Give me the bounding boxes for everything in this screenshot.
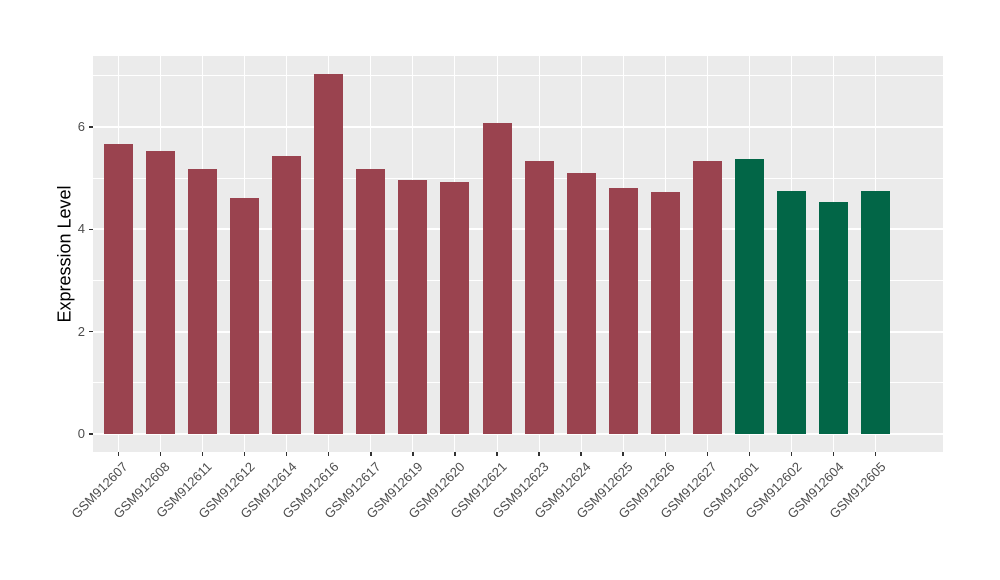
y-tick-label: 0 [77, 426, 85, 441]
bar-GSM912619 [398, 180, 428, 434]
y-tick-label: 2 [77, 323, 85, 339]
gridline-major [93, 228, 943, 231]
y-tick-mark [89, 228, 93, 231]
y-axis-label: Expression Level [54, 185, 75, 323]
bar-GSM912605 [861, 190, 891, 434]
x-tick-mark [243, 452, 246, 456]
x-tick-mark [748, 452, 751, 456]
bar-GSM912616 [314, 74, 344, 434]
gridline-minor [93, 177, 943, 179]
x-tick-mark [874, 452, 877, 456]
gridline-minor [93, 280, 943, 281]
y-tick-mark [89, 330, 93, 333]
x-tick-mark [832, 452, 835, 456]
x-tick-mark [790, 452, 793, 456]
bar-GSM912627 [692, 160, 722, 434]
gridline-major [93, 433, 943, 435]
gridline-major [93, 126, 943, 129]
bar-GSM912621 [482, 123, 512, 434]
bar-GSM912624 [566, 172, 596, 434]
x-tick-mark [159, 452, 162, 456]
bar-GSM912625 [608, 187, 638, 434]
x-tick-mark [580, 452, 582, 456]
bar-GSM912601 [734, 158, 764, 434]
y-tick-mark [89, 126, 93, 128]
bar-GSM912617 [356, 169, 386, 434]
x-tick-mark [706, 452, 709, 456]
y-tick-label: 6 [77, 119, 85, 135]
x-tick-mark [327, 452, 330, 456]
x-tick-mark [496, 452, 498, 456]
x-tick-mark [412, 452, 414, 456]
bar-GSM912626 [650, 191, 680, 434]
gridline-minor [93, 382, 943, 384]
x-tick-mark [664, 452, 666, 456]
bar-GSM912602 [777, 190, 806, 434]
bar-GSM912612 [230, 198, 259, 434]
gridline-minor [93, 75, 943, 77]
x-tick-mark [622, 452, 624, 456]
x-tick-mark [370, 452, 372, 456]
y-tick-label: 4 [77, 221, 85, 237]
x-tick-mark [201, 452, 204, 456]
x-tick-mark [285, 452, 288, 456]
bar-GSM912623 [524, 160, 554, 434]
x-tick-mark [454, 452, 456, 456]
bar-GSM912614 [272, 156, 302, 434]
plot-panel [93, 56, 943, 452]
bar-GSM912620 [440, 182, 470, 434]
x-tick-mark [538, 452, 540, 456]
bar-GSM912607 [103, 144, 133, 434]
bar-GSM912608 [145, 151, 175, 434]
gridline-major [93, 330, 943, 333]
bar-GSM912604 [819, 201, 849, 434]
x-tick-mark [117, 452, 119, 456]
bar-GSM912611 [187, 168, 217, 434]
y-tick-mark [89, 433, 93, 435]
